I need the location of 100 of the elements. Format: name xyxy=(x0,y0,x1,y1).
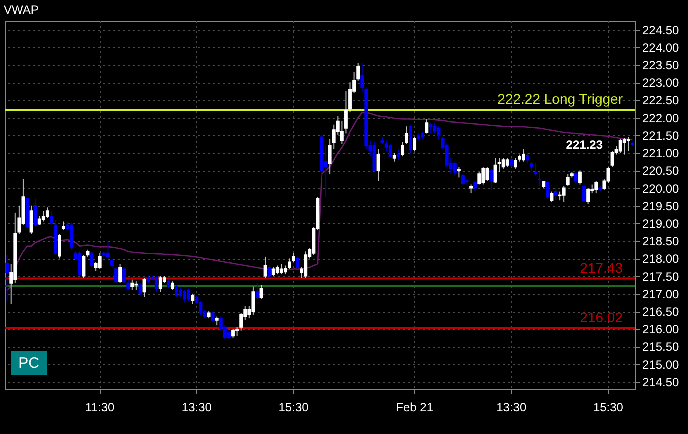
candlestick xyxy=(429,122,433,134)
y-tick-label: 222.00 xyxy=(642,111,680,126)
x-tick-label: 13:30 xyxy=(182,400,212,414)
candlestick xyxy=(211,311,215,323)
candlestick xyxy=(154,276,158,293)
candlestick xyxy=(578,170,582,186)
candlestick xyxy=(30,205,34,235)
x-tick-label: 11:30 xyxy=(86,400,116,414)
candlestick xyxy=(296,256,300,270)
y-tick-label: 216.50 xyxy=(642,305,680,320)
candlestick xyxy=(42,210,46,222)
candlestick xyxy=(78,251,82,277)
y-tick-label: 215.50 xyxy=(642,340,680,354)
candlestick xyxy=(618,138,622,154)
candlestick xyxy=(594,180,598,194)
y-tick-label: 218.00 xyxy=(642,252,680,266)
candlestick xyxy=(199,300,203,316)
y-tick-label: 223.00 xyxy=(642,76,680,90)
candlestick xyxy=(457,166,461,178)
y-tick-label: 221.00 xyxy=(642,146,680,161)
x-tick-label: 15:30 xyxy=(593,400,624,414)
candlestick xyxy=(566,174,570,188)
candlestick xyxy=(6,254,10,302)
y-tick-label: 214.50 xyxy=(642,375,680,390)
y-tick-label: 216.00 xyxy=(642,322,680,337)
candlestick xyxy=(191,293,195,305)
candlestick xyxy=(494,158,498,184)
y-tick-label: 218.50 xyxy=(642,234,680,249)
candlestick xyxy=(187,288,191,302)
candlestick xyxy=(474,180,478,192)
candlestick xyxy=(534,163,538,176)
candlestick xyxy=(486,166,490,182)
y-tick-label: 215.00 xyxy=(642,358,680,372)
candlestick xyxy=(502,158,506,170)
candlestick xyxy=(550,191,554,203)
y-tick-label: 222.50 xyxy=(642,94,680,108)
candlestick xyxy=(582,184,586,203)
candlestick xyxy=(138,282,142,296)
y-tick-label: 224.50 xyxy=(642,23,680,38)
candlestick xyxy=(425,119,429,134)
candlestick xyxy=(462,174,465,186)
candlestick xyxy=(46,207,50,219)
candlestick xyxy=(409,124,412,154)
candlestick xyxy=(526,152,530,164)
candlestick xyxy=(252,286,256,316)
candlestick xyxy=(130,279,134,291)
candlestick xyxy=(437,126,441,140)
candlestick xyxy=(304,251,308,279)
annotation: PC xyxy=(18,355,40,372)
line-series xyxy=(6,112,634,292)
x-tick-label: Feb 21 xyxy=(396,400,434,414)
candlestick xyxy=(118,263,122,284)
annotation: 221.23 xyxy=(566,138,604,152)
candlestick xyxy=(586,188,590,205)
candlestick xyxy=(482,166,486,186)
candlestick xyxy=(522,149,526,162)
y-tick-label: 220.50 xyxy=(642,164,680,178)
y-tick-label: 220.00 xyxy=(642,182,680,196)
candlestick xyxy=(538,172,542,188)
candlestick xyxy=(106,240,110,260)
candlestick xyxy=(574,172,578,186)
candlestick xyxy=(34,198,38,228)
y-tick-label: 217.50 xyxy=(642,270,680,284)
candlestick xyxy=(554,188,558,202)
y-tick-label: 224.00 xyxy=(642,40,680,55)
candlestick xyxy=(490,168,494,191)
candlestick xyxy=(260,284,264,300)
ref-line-label: 222.22 Long Trigger xyxy=(498,91,624,108)
candlestick xyxy=(268,265,272,279)
candlestick xyxy=(610,150,614,168)
candlestick xyxy=(179,286,183,298)
candlestick xyxy=(98,252,102,270)
y-tick-label: 219.50 xyxy=(642,199,680,214)
candlestick xyxy=(183,290,187,304)
candlestick xyxy=(70,222,74,250)
x-tick-label: 15:30 xyxy=(278,400,310,414)
candlestick xyxy=(388,144,392,159)
candlestick xyxy=(405,126,408,145)
y-tick-label: 221.50 xyxy=(642,128,680,143)
y-tick-label: 223.50 xyxy=(642,58,680,73)
chart-title: VWAP xyxy=(4,3,39,17)
candlestick xyxy=(280,263,284,276)
candlestick xyxy=(433,122,437,134)
candlestick xyxy=(348,82,352,114)
candlestick xyxy=(453,161,457,176)
candlestick xyxy=(478,172,482,186)
candlestick xyxy=(401,142,404,158)
candlestick xyxy=(288,258,292,270)
candlestick xyxy=(58,234,62,260)
candlestick xyxy=(396,149,400,161)
ref-line-label: 216.02 xyxy=(580,309,624,326)
candlestick xyxy=(413,136,417,152)
candlestick xyxy=(114,267,118,284)
candlestick xyxy=(264,256,268,279)
candlestick xyxy=(256,282,260,300)
candlestick xyxy=(90,251,94,268)
candlestick xyxy=(514,158,518,170)
candlestick xyxy=(626,136,630,152)
x-tick-label: 13:30 xyxy=(496,400,527,414)
candlestick xyxy=(498,158,502,173)
